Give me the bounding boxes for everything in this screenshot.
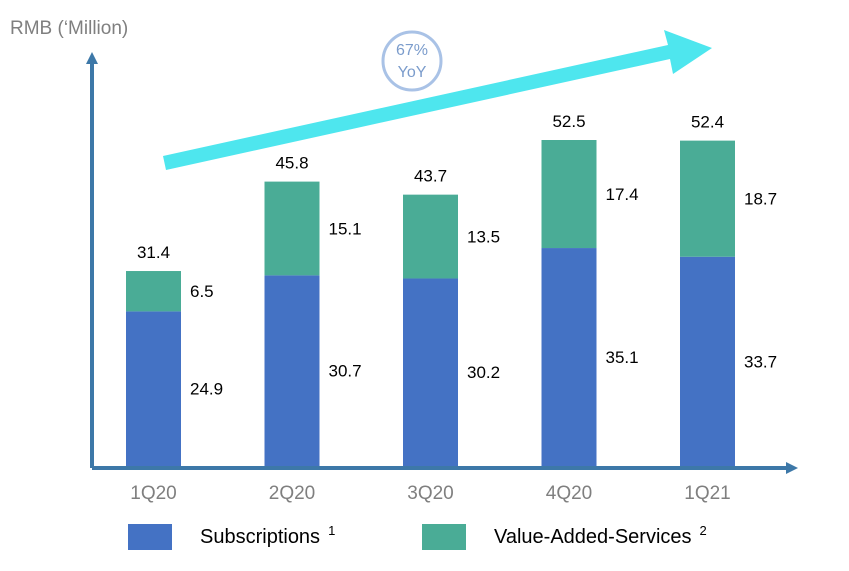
legend-item-subscriptions: Subscriptions 1 <box>128 519 335 555</box>
value-label-subscriptions-1q21: 33.7 <box>744 352 777 371</box>
bar-subscriptions-4q20 <box>541 248 597 466</box>
legend-swatch-value-added-services <box>422 524 466 550</box>
value-label-subscriptions-2q20: 30.7 <box>329 362 362 381</box>
total-label-1q21: 52.4 <box>691 113 724 132</box>
growth-arrow <box>163 30 712 170</box>
x-tick-label-1q20: 1Q20 <box>130 483 176 504</box>
value-label-value-added-services-1q21: 18.7 <box>744 190 777 209</box>
y-axis-label: RMB (‘Million) <box>10 18 128 39</box>
value-label-value-added-services-3q20: 13.5 <box>467 228 500 247</box>
bars-group <box>126 140 735 466</box>
labels-group: 24.9 6.5 31.4 1Q20 30.7 15.1 45.8 2Q20 30.2 13.5 4… <box>130 112 777 504</box>
yoy-badge <box>381 30 443 92</box>
legend-label-subscriptions: Subscriptions <box>200 525 321 548</box>
value-label-value-added-services-2q20: 15.1 <box>329 219 362 238</box>
bar-subscriptions-1q21 <box>680 256 735 466</box>
total-label-4q20: 52.5 <box>552 112 585 131</box>
legend: Subscriptions 1 Value-Added-Services 2 <box>0 519 849 555</box>
x-tick-label-4q20: 4Q20 <box>546 483 592 504</box>
bar-value-added-services-2q20 <box>264 181 320 276</box>
value-label-subscriptions-3q20: 30.2 <box>467 363 500 382</box>
value-label-subscriptions-4q20: 35.1 <box>606 348 639 367</box>
bar-subscriptions-1q20 <box>126 311 181 466</box>
yoy-badge-label: YoY <box>398 64 427 81</box>
total-label-1q20: 31.4 <box>137 243 170 262</box>
value-label-subscriptions-1q20: 24.9 <box>190 380 223 399</box>
value-label-value-added-services-4q20: 17.4 <box>606 185 639 204</box>
legend-footnote-subscriptions: 1 <box>328 522 336 538</box>
bar-value-added-services-1q21 <box>680 140 735 257</box>
value-label-value-added-services-1q20: 6.5 <box>190 282 214 301</box>
x-tick-label-3q20: 3Q20 <box>407 483 453 504</box>
yoy-badge-value: 67% <box>396 42 428 59</box>
legend-swatch-subscriptions <box>128 524 172 550</box>
bar-value-added-services-4q20 <box>541 140 597 249</box>
bar-value-added-services-1q20 <box>126 271 181 312</box>
legend-footnote-value-added-services: 2 <box>699 522 707 538</box>
legend-item-value-added-services: Value-Added-Services 2 <box>422 519 707 555</box>
bar-subscriptions-3q20 <box>403 278 458 466</box>
legend-label-value-added-services: Value-Added-Services <box>494 525 692 548</box>
total-label-2q20: 45.8 <box>275 154 308 173</box>
x-tick-label-2q20: 2Q20 <box>269 483 315 504</box>
bar-value-added-services-3q20 <box>403 194 458 279</box>
total-label-3q20: 43.7 <box>414 167 447 186</box>
x-tick-label-1q21: 1Q21 <box>684 483 730 504</box>
bar-subscriptions-2q20 <box>264 275 320 466</box>
